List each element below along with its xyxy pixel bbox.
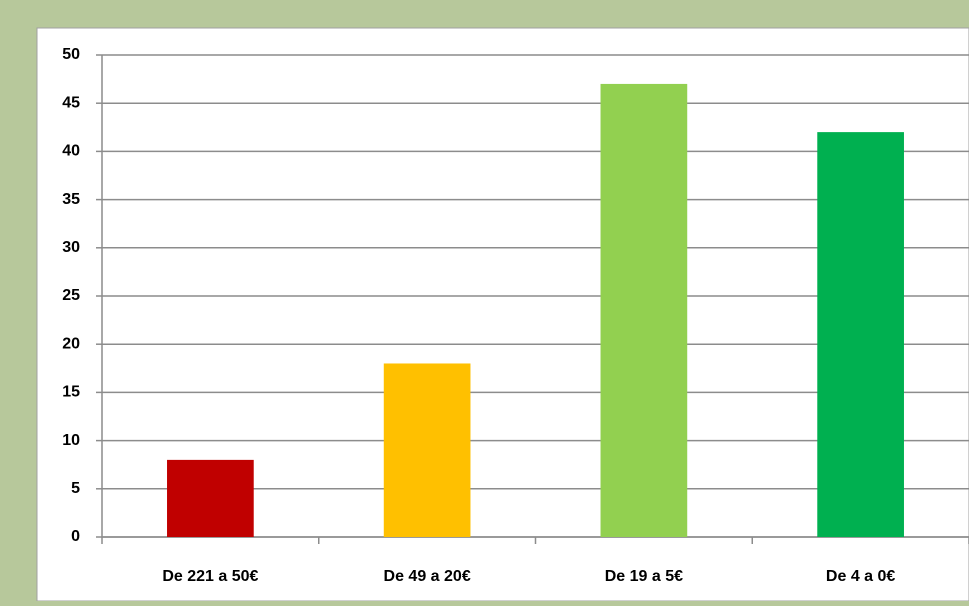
y-tick-label: 40 [62, 143, 80, 160]
y-tick-label: 15 [62, 384, 80, 401]
y-tick-label: 20 [62, 335, 80, 352]
x-tick-label: De 19 a 5€ [605, 568, 683, 585]
x-tick-label: De 4 a 0€ [826, 568, 895, 585]
y-tick-label: 0 [71, 528, 80, 545]
bar [167, 459, 254, 537]
x-tick-label: De 221 a 50€ [162, 568, 258, 585]
y-tick-label: 10 [62, 432, 80, 449]
y-tick-label: 35 [62, 191, 80, 208]
y-tick-label: 50 [62, 46, 80, 63]
y-tick-label: 45 [62, 94, 80, 111]
y-tick-label: 5 [71, 480, 80, 497]
y-tick-label: 25 [62, 287, 80, 304]
x-tick-label: De 49 a 20€ [384, 568, 471, 585]
y-tick-label: 30 [62, 239, 80, 256]
bar [383, 363, 471, 537]
bar [600, 83, 688, 538]
bar [817, 132, 904, 537]
